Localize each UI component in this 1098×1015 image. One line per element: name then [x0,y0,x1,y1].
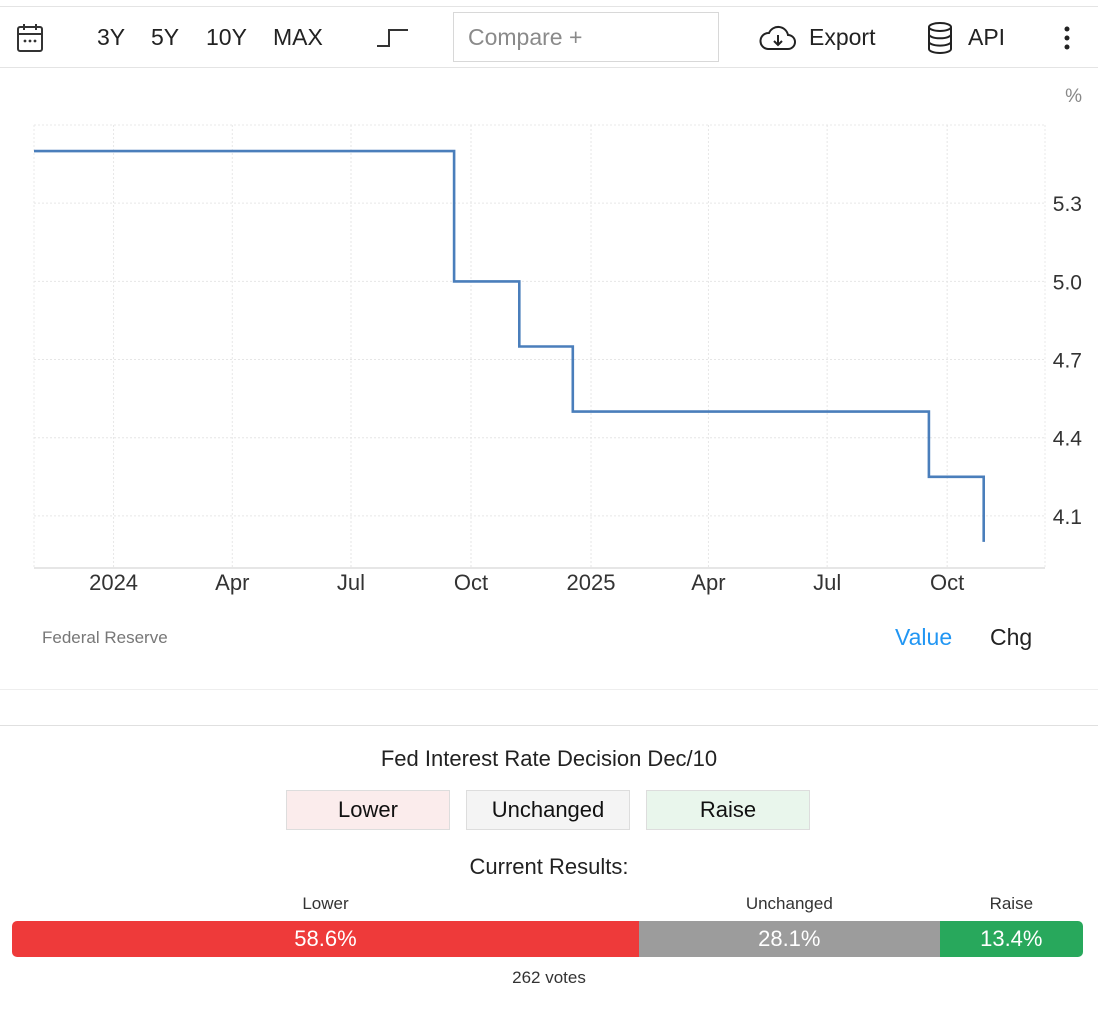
x-axis-ticks: 2024 Apr Jul Oct 2025 Apr Jul Oct [89,570,964,595]
range-5y-button[interactable]: 5Y [151,24,180,50]
result-label-lower: Lower [302,894,349,913]
x-tick-label: Jul [337,570,365,595]
vertical-dots-icon[interactable] [1062,26,1072,50]
y-tick-label: 4.1 [1053,506,1082,529]
api-button[interactable]: API [968,24,1006,50]
range-10y-button[interactable]: 10Y [206,24,247,50]
y-tick-label: 5.3 [1053,193,1082,216]
x-tick-label: Oct [454,570,488,595]
x-tick-label: Oct [930,570,964,595]
result-segment-lower: 58.6% [12,921,639,957]
results-heading: Current Results: [469,854,629,879]
result-label-raise: Raise [989,894,1034,913]
y-axis-ticks: 5.3 5.0 4.7 4.4 4.1 [1053,193,1083,529]
poll-title: Fed Interest Rate Decision Dec/10 [380,746,718,771]
value-toggle[interactable]: Value [895,624,953,650]
results-bar: 58.6% 28.1% 13.4% [12,921,1083,957]
calendar-icon[interactable] [16,23,44,53]
y-unit-label: % [1065,86,1082,107]
x-tick-label: Apr [215,570,249,595]
y-tick-label: 5.0 [1053,271,1082,294]
export-button[interactable]: Export [809,24,876,50]
vote-count: 262 votes [512,968,586,987]
y-tick-label: 4.4 [1053,428,1083,451]
range-3y-button[interactable]: 3Y [97,24,126,50]
y-tick-label: 4.7 [1053,350,1082,373]
chart-toolbar: 3Y 5Y 10Y MAX Export API [0,6,1098,68]
source-label: Federal Reserve [42,628,168,647]
database-icon[interactable] [927,22,953,54]
vote-raise-button[interactable]: Raise [646,790,810,830]
chart-grid [33,124,1046,568]
result-label-unchanged: Unchanged [745,894,833,913]
x-tick-label: Apr [691,570,725,595]
compare-input[interactable] [453,12,719,62]
x-tick-label: 2025 [567,570,616,595]
rate-chart: 2024 Apr Jul Oct 2025 Apr Jul Oct 5.3 5.0 4.7 4.4 4… [33,86,1083,595]
step-line-icon[interactable] [376,25,410,49]
range-max-button[interactable]: MAX [273,24,323,50]
result-segment-raise: 13.4% [939,921,1083,957]
section-divider [0,725,1098,726]
x-tick-label: 2024 [89,570,138,595]
series-line [34,149,985,542]
vote-lower-button[interactable]: Lower [286,790,450,830]
section-divider [0,689,1098,690]
vote-unchanged-button[interactable]: Unchanged [466,790,630,830]
x-tick-label: Jul [813,570,841,595]
cloud-download-icon[interactable] [758,24,798,52]
chg-toggle[interactable]: Chg [990,624,1033,650]
result-segment-unchanged: 28.1% [638,921,940,957]
